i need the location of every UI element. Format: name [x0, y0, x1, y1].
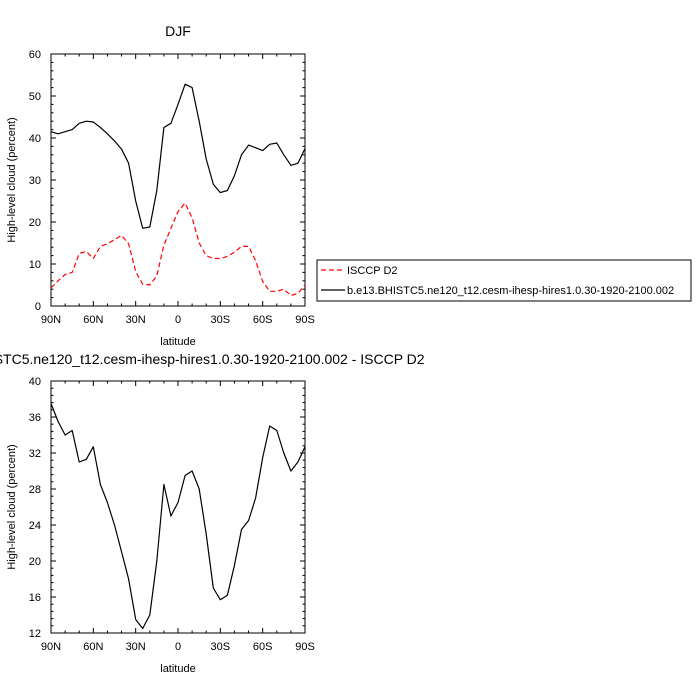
y-tick-label: 10: [29, 259, 41, 271]
y-tick-label: 0: [35, 301, 41, 313]
bottom-panel: b.e13.BHISTC5.ne120_t12.cesm-ihesp-hires…: [0, 351, 425, 675]
x-tick-label: 30S: [211, 314, 231, 326]
top-panel: DJF 90N 60N 30N 0 30S 60S 90S 0 10 20 30 40 50 60 la…: [6, 23, 692, 348]
top-x-axis-label: latitude: [160, 336, 195, 348]
top-title: DJF: [165, 23, 191, 39]
x-tick-label: 60N: [83, 314, 103, 326]
y-tick-label: 40: [29, 133, 41, 145]
y-tick-label: 36: [29, 412, 41, 424]
bottom-y-tick-labels: 12 16 20 24 28 32 36 40: [29, 376, 41, 640]
top-y-axis-label: High-level cloud (percent): [6, 117, 18, 242]
x-tick-label: 60S: [253, 314, 273, 326]
top-x-tick-labels: 90N 60N 30N 0 30S 60S 90S: [41, 314, 315, 326]
bot-series-line-0: [50, 403, 306, 630]
y-tick-label: 20: [29, 556, 41, 568]
y-tick-label: 28: [29, 484, 41, 496]
bottom-series-lines: [50, 403, 306, 630]
x-tick-label: 60S: [253, 641, 273, 653]
x-tick-label: 90S: [295, 641, 315, 653]
top-series-line-0: [50, 202, 306, 297]
bottom-title: b.e13.BHISTC5.ne120_t12.cesm-ihesp-hires…: [0, 351, 425, 367]
top-series-line-1: [50, 83, 306, 229]
y-tick-label: 12: [29, 628, 41, 640]
top-ticks: [50, 53, 306, 307]
y-tick-label: 30: [29, 175, 41, 187]
bottom-x-axis-label: latitude: [160, 663, 195, 675]
bottom-ticks: [50, 380, 306, 634]
top-plot-frame: [50, 53, 306, 307]
top-series-lines: [50, 83, 306, 297]
bottom-y-axis-label: High-level cloud (percent): [6, 444, 18, 569]
bottom-plot-frame: [50, 380, 306, 634]
x-tick-label: 0: [175, 641, 181, 653]
y-tick-label: 20: [29, 217, 41, 229]
x-tick-label: 90N: [41, 314, 61, 326]
bottom-x-tick-labels: 90N 60N 30N 0 30S 60S 90S: [41, 641, 315, 653]
legend: ISCCP D2 b.e13.BHISTC5.ne120_t12.cesm-ih…: [316, 259, 692, 302]
y-tick-label: 16: [29, 592, 41, 604]
y-tick-label: 24: [29, 520, 41, 532]
y-tick-label: 40: [29, 376, 41, 388]
legend-box: [316, 259, 692, 302]
x-tick-label: 60N: [83, 641, 103, 653]
x-tick-label: 90S: [295, 314, 315, 326]
x-tick-label: 30N: [126, 314, 146, 326]
y-tick-label: 32: [29, 448, 41, 460]
x-tick-label: 90N: [41, 641, 61, 653]
y-tick-label: 60: [29, 49, 41, 61]
x-tick-label: 30N: [126, 641, 146, 653]
top-y-tick-labels: 0 10 20 30 40 50 60: [29, 49, 41, 313]
legend-label-model: b.e13.BHISTC5.ne120_t12.cesm-ihesp-hires…: [347, 285, 674, 297]
y-tick-label: 50: [29, 91, 41, 103]
x-tick-label: 0: [175, 314, 181, 326]
x-tick-label: 30S: [211, 641, 231, 653]
legend-label-isccp: ISCCP D2: [347, 265, 398, 277]
